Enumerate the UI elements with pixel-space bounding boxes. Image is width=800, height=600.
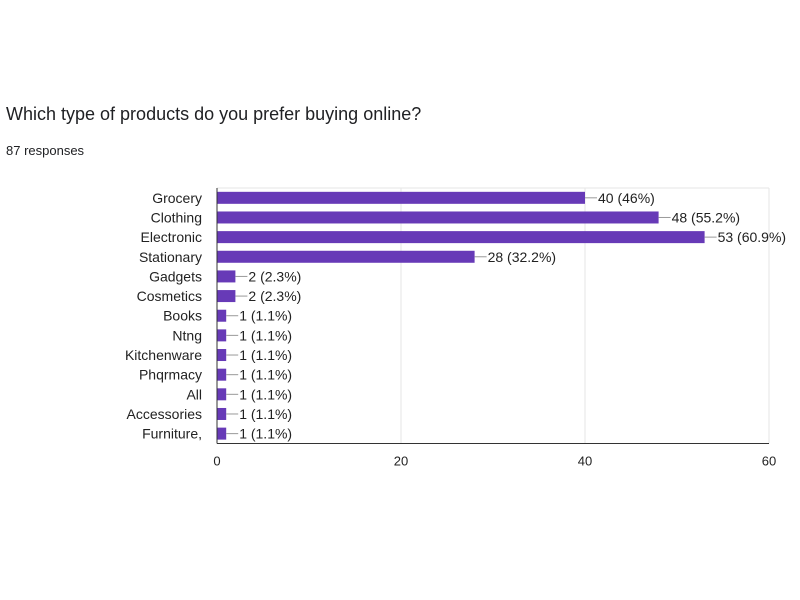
- response-count: 87 responses: [6, 143, 85, 158]
- category-label: Accessories: [127, 406, 202, 422]
- category-label: Clothing: [151, 209, 202, 225]
- bar[interactable]: [217, 388, 227, 401]
- category-label: Electronic: [141, 229, 202, 245]
- bar[interactable]: [217, 368, 227, 381]
- data-label: 2 (2.3%): [248, 288, 301, 304]
- category-label: Books: [163, 308, 202, 324]
- bar[interactable]: [217, 407, 227, 420]
- category-label: Cosmetics: [137, 288, 202, 304]
- data-label: 1 (1.1%): [239, 327, 292, 343]
- bar[interactable]: [217, 427, 227, 440]
- bar[interactable]: [217, 250, 475, 263]
- x-tick-label: 0: [213, 453, 220, 468]
- data-label: 1 (1.1%): [239, 367, 292, 383]
- bar[interactable]: [217, 309, 227, 322]
- data-label: 1 (1.1%): [239, 406, 292, 422]
- data-label: 28 (32.2%): [488, 249, 556, 265]
- data-label: 40 (46%): [598, 190, 655, 206]
- data-label: 48 (55.2%): [672, 209, 740, 225]
- bar[interactable]: [217, 290, 236, 303]
- category-label: Ntng: [172, 327, 202, 343]
- data-label: 1 (1.1%): [239, 386, 292, 402]
- bar[interactable]: [217, 349, 227, 362]
- bar[interactable]: [217, 191, 585, 204]
- data-label: 2 (2.3%): [248, 268, 301, 284]
- bar[interactable]: [217, 270, 236, 283]
- x-tick-label: 40: [578, 453, 592, 468]
- category-label: All: [186, 386, 202, 402]
- category-label: Gadgets: [149, 268, 202, 284]
- bar[interactable]: [217, 211, 659, 224]
- bar[interactable]: [217, 231, 705, 244]
- category-label: Stationary: [139, 249, 202, 265]
- data-label: 53 (60.9%): [718, 229, 786, 245]
- category-label: Grocery: [152, 190, 202, 206]
- x-tick-label: 20: [394, 453, 408, 468]
- x-tick-label: 60: [762, 453, 776, 468]
- bar[interactable]: [217, 329, 227, 342]
- category-label: Furniture,: [142, 426, 202, 442]
- question-title: Which type of products do you prefer buy…: [6, 104, 422, 124]
- category-label: Phqrmacy: [139, 367, 202, 383]
- data-label: 1 (1.1%): [239, 426, 292, 442]
- data-label: 1 (1.1%): [239, 347, 292, 363]
- category-label: Kitchenware: [125, 347, 202, 363]
- data-label: 1 (1.1%): [239, 308, 292, 324]
